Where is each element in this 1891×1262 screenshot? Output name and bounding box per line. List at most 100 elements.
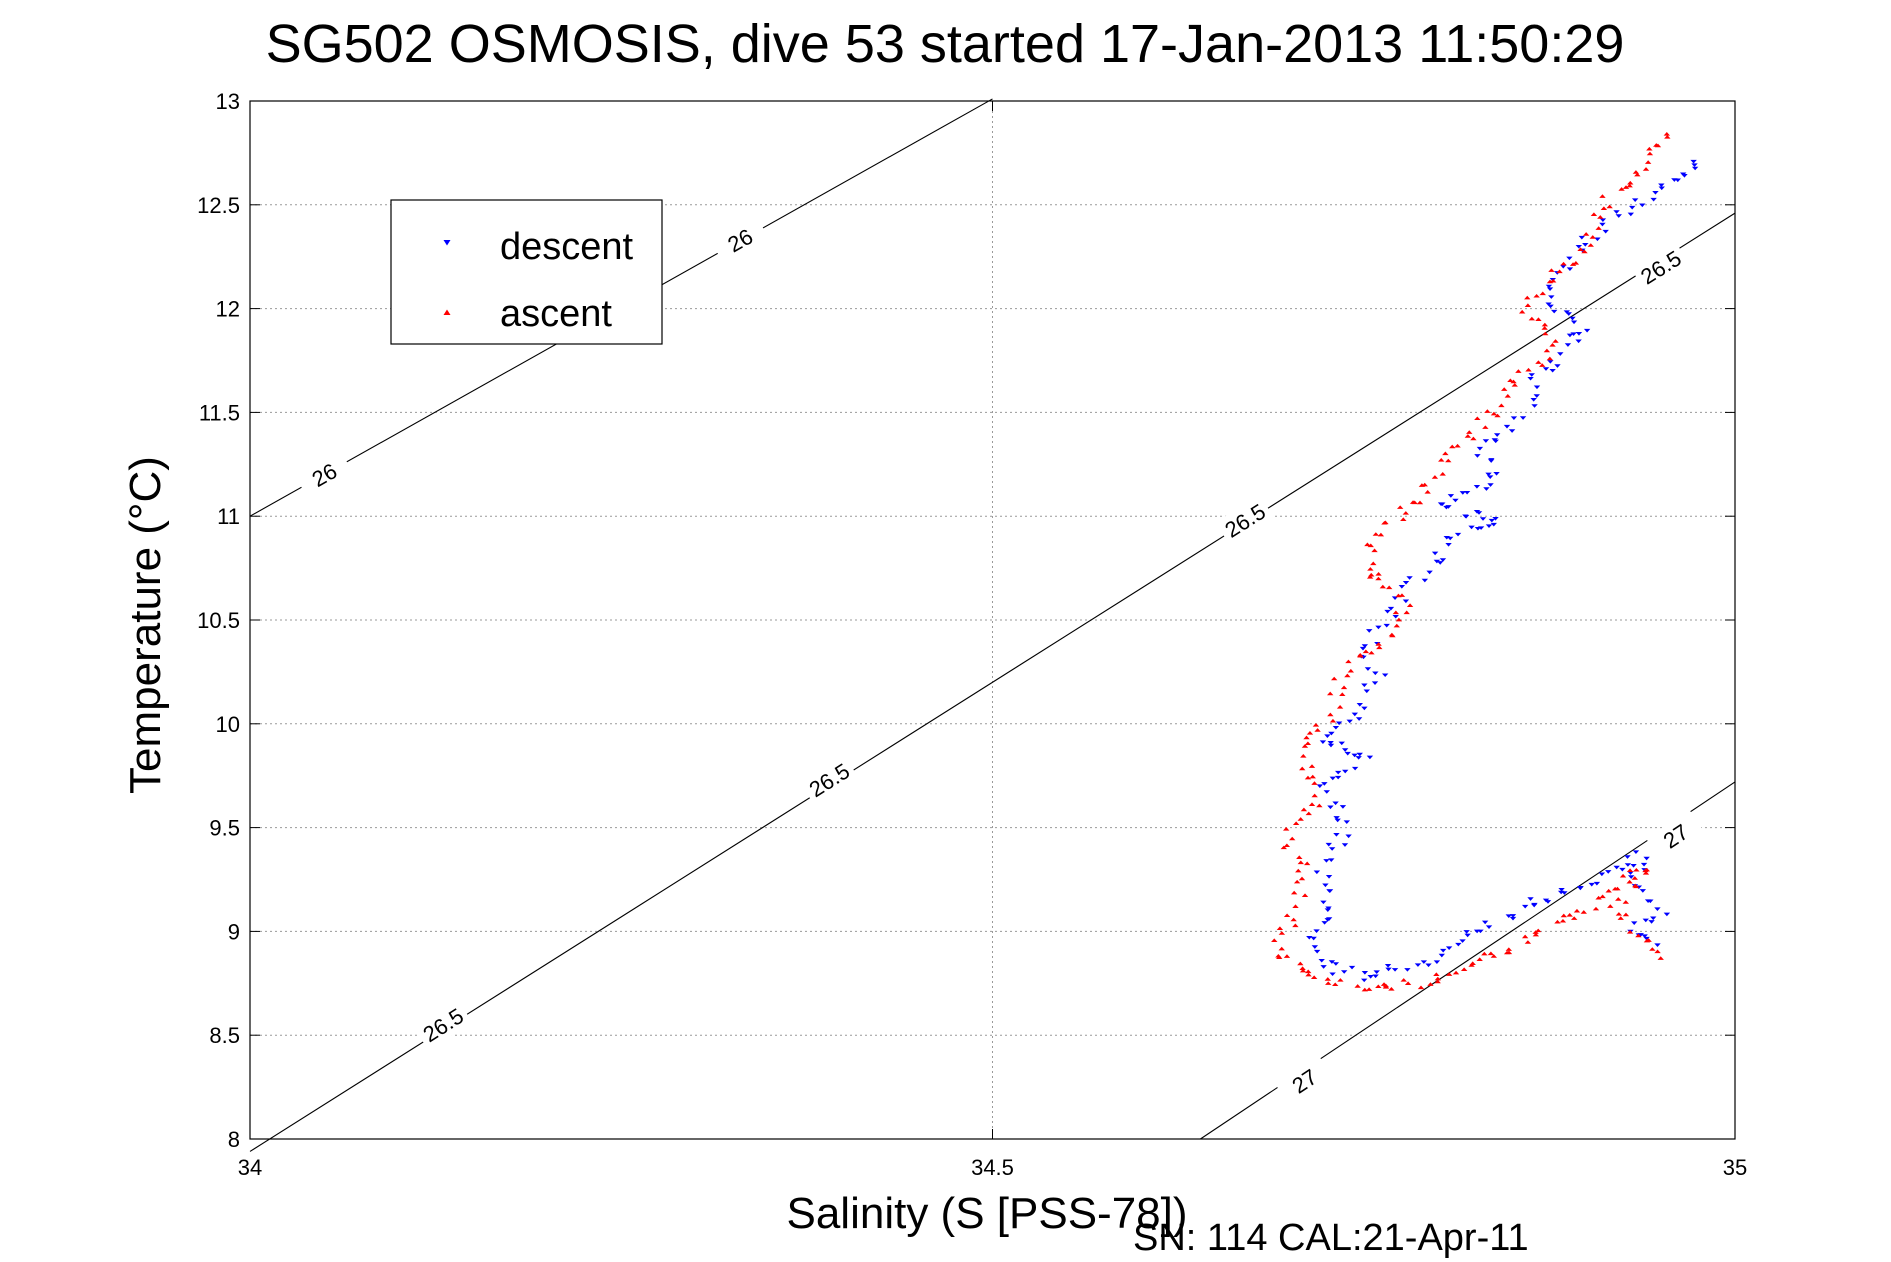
- descent-point: [1488, 518, 1496, 523]
- descent-point: [1654, 943, 1661, 947]
- y-tick-label: 12.5: [197, 193, 240, 218]
- descent-point: [1445, 946, 1453, 950]
- descent-point: [1351, 753, 1358, 758]
- ascent-point: [1297, 860, 1305, 865]
- ascent-point: [1375, 576, 1382, 581]
- descent-point: [1355, 717, 1363, 721]
- descent-point: [1691, 166, 1699, 171]
- ascent-point: [1311, 781, 1318, 785]
- descent-point: [1402, 599, 1410, 604]
- ascent-point: [1452, 970, 1460, 975]
- descent-point: [1681, 174, 1688, 178]
- ascent-point: [1309, 774, 1316, 779]
- descent-point: [1650, 916, 1657, 921]
- descent-point: [1554, 364, 1561, 368]
- descent-point: [1335, 770, 1342, 775]
- descent-point: [1521, 904, 1529, 909]
- ascent-point: [1367, 567, 1374, 571]
- descent-point: [1387, 606, 1395, 611]
- descent-point: [1563, 310, 1571, 314]
- descent-point: [1310, 936, 1317, 941]
- descent-point: [1324, 908, 1332, 913]
- ascent-point: [1311, 793, 1318, 798]
- descent-point: [1433, 559, 1441, 564]
- descent-point: [1566, 267, 1574, 272]
- descent-point: [1361, 970, 1369, 975]
- descent-point: [1619, 867, 1626, 872]
- ascent-point: [1577, 247, 1584, 252]
- ascent-point: [1290, 890, 1298, 895]
- ascent-point: [1595, 895, 1602, 900]
- descent-point: [1324, 918, 1331, 922]
- ascent-point: [1524, 303, 1532, 307]
- descent-point: [1615, 214, 1622, 218]
- ascent-point: [1487, 951, 1495, 956]
- ascent-point: [1280, 845, 1287, 850]
- descent-point: [1546, 287, 1554, 291]
- ascent-point: [1559, 918, 1567, 923]
- descent-point: [1445, 543, 1452, 547]
- descent-point: [1468, 525, 1475, 530]
- descent-point: [1329, 972, 1336, 977]
- descent-point: [1632, 850, 1640, 854]
- descent-point: [1462, 515, 1470, 519]
- descent-point: [1361, 683, 1368, 688]
- descent-point: [1351, 766, 1359, 771]
- ascent-point: [1292, 904, 1299, 908]
- ascent-point: [1498, 403, 1505, 408]
- ascent-point: [1592, 906, 1600, 911]
- ascent-point: [1290, 917, 1297, 922]
- legend-descent-marker: [443, 240, 451, 246]
- descent-point: [1333, 816, 1340, 820]
- ascent-point: [1504, 393, 1511, 398]
- ascent-point: [1635, 933, 1642, 938]
- descent-point: [1328, 731, 1335, 736]
- ascent-point: [1297, 817, 1304, 821]
- descent-point: [1578, 235, 1586, 240]
- descent-point: [1566, 333, 1574, 338]
- ascent-point: [1582, 232, 1590, 236]
- descent-point: [1459, 491, 1467, 495]
- ascent-point: [1340, 685, 1348, 690]
- descent-point: [1366, 755, 1374, 760]
- data-points: [1271, 132, 1699, 992]
- ascent-point: [1515, 369, 1522, 373]
- ascent-point: [1507, 378, 1514, 383]
- ascent-point: [1396, 505, 1404, 509]
- descent-point: [1475, 511, 1483, 515]
- ascent-point: [1314, 728, 1321, 732]
- descent-point: [1545, 284, 1553, 289]
- descent-point: [1527, 897, 1534, 901]
- descent-point: [1321, 921, 1328, 925]
- ascent-point: [1375, 572, 1382, 576]
- descent-point: [1599, 222, 1606, 227]
- ascent-point: [1533, 293, 1540, 298]
- ascent-point: [1646, 151, 1654, 156]
- descent-point: [1503, 424, 1511, 429]
- ascent-point: [1400, 978, 1407, 982]
- legend-box: [390, 199, 663, 345]
- descent-point: [1464, 933, 1471, 938]
- ascent-point: [1569, 262, 1577, 266]
- descent-point: [1542, 898, 1550, 903]
- x-axis-label: Salinity (S [PSS-78]): [786, 1189, 1187, 1238]
- ascent-point: [1278, 931, 1286, 935]
- descent-point: [1334, 818, 1341, 823]
- ascent-point: [1382, 983, 1390, 988]
- ascent-point: [1362, 649, 1370, 654]
- ascent-point: [1541, 326, 1548, 330]
- ascent-point: [1433, 972, 1440, 976]
- descent-point: [1531, 404, 1538, 408]
- descent-point: [1439, 558, 1447, 562]
- ascent-point: [1438, 457, 1445, 462]
- descent-point: [1624, 855, 1631, 859]
- descent-point: [1474, 454, 1481, 458]
- ascent-point: [1278, 946, 1285, 951]
- descent-point: [1602, 229, 1609, 234]
- ascent-point: [1295, 868, 1302, 873]
- ascent-point: [1605, 888, 1612, 893]
- descent-point: [1575, 339, 1582, 344]
- ascent-point: [1614, 886, 1621, 891]
- ascent-point: [1289, 836, 1296, 841]
